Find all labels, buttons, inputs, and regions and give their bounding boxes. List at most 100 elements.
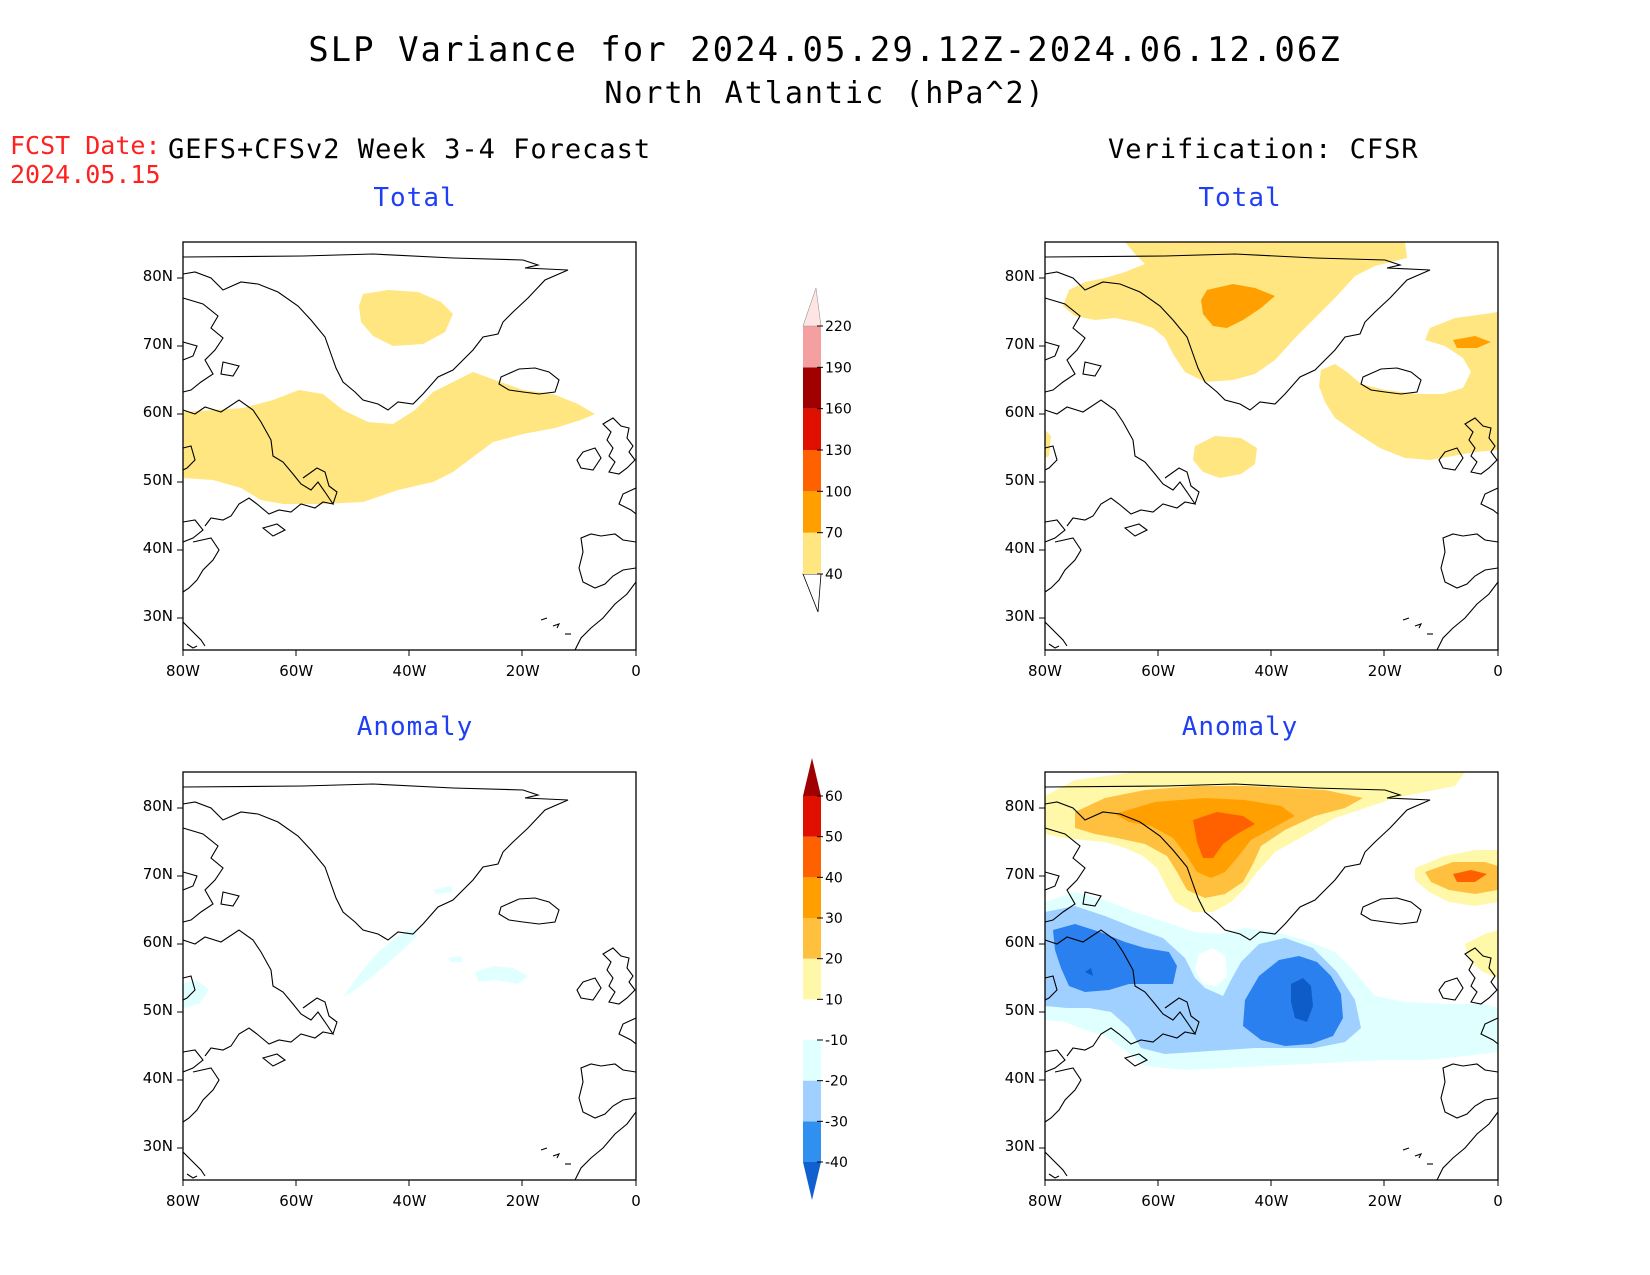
colorbar-swatch [803,532,821,574]
lat-tick-label-total-forecast: 50N [143,471,173,489]
lon-tick-label-anomaly-forecast: 60W [279,1192,313,1210]
colorbar-anomaly: -40 -30 -20 -10 10 20 30 40 50 60 [803,758,848,1200]
lat-tick-label-total-verification: 70N [1005,335,1035,353]
lat-tick-label-anomaly-verification: 60N [1005,933,1035,951]
panel-title-anomaly-forecast: Anomaly [356,712,474,742]
map-anomaly-verification [1038,771,1499,1187]
colorbar-swatch [803,796,821,837]
lon-tick-label-total-forecast: 40W [393,662,427,680]
lat-tick-label-anomaly-verification: 40N [1005,1069,1035,1087]
forecast-header: GEFS+CFSv2 Week 3-4 Forecast [168,134,652,165]
map-anomaly-forecast [176,771,637,1187]
colorbar-swatch [803,1080,821,1122]
anomaly-forecast-contours [183,886,528,1008]
lat-tick-label-total-verification: 60N [1005,403,1035,421]
colorbar-label: 50 [825,830,843,846]
lat-tick-label-total-forecast: 80N [143,267,173,285]
colorbar-swatch [803,326,821,368]
lat-tick-label-total-forecast: 60N [143,403,173,421]
lon-tick-label-anomaly-forecast: 40W [393,1192,427,1210]
map-subtitle: North Atlantic (hPa^2) [604,76,1046,111]
colorbar-swatch [803,1121,821,1162]
colorbar-swatch [803,408,821,450]
lat-tick-label-anomaly-verification: 30N [1005,1137,1035,1155]
lon-tick-label-total-forecast: 60W [279,662,313,680]
map-title: SLP Variance for 2024.05.29.12Z-2024.06.… [308,30,1342,70]
lon-tick-label-anomaly-verification: 20W [1368,1192,1402,1210]
fcst-date-value: 2024.05.15 [10,160,161,189]
colorbar-swatch [803,836,821,878]
colorbar-swatch [803,450,821,492]
total-forecast-contours [183,290,595,504]
anomaly-forecast-coastlines [176,771,637,1187]
lon-tick-label-anomaly-verification: 40W [1255,1192,1289,1210]
lat-tick-label-anomaly-forecast: 30N [143,1137,173,1155]
panel-title-total-verification: Total [1198,183,1282,213]
colorbar-swatch [803,491,821,533]
colorbar-label: 130 [825,443,852,459]
lon-tick-label-anomaly-forecast: 20W [506,1192,540,1210]
colorbar-label: -40 [825,1155,848,1171]
lon-tick-label-total-forecast: 0 [631,662,641,680]
panel-title-total-forecast: Total [373,183,457,213]
colorbar-label: -30 [825,1114,848,1130]
panel-title-anomaly-verification: Anomaly [1181,712,1299,742]
lat-tick-label-total-forecast: 30N [143,607,173,625]
colorbar-label: 190 [825,360,852,376]
map-total-forecast [176,241,637,657]
colorbar-swatch [803,877,821,918]
lat-tick-label-anomaly-forecast: 80N [143,797,173,815]
colorbar-label: -20 [825,1074,848,1090]
colorbar-label: 30 [825,911,843,927]
axis-tick-labels: 80N 70N 60N 50N 40N 30N 80W 60W 40W 20W 0 80N 70N 60N… [143,267,1503,1210]
colorbar-label: 160 [825,402,852,418]
lat-tick-label-anomaly-verification: 50N [1005,1001,1035,1019]
colorbar-swatch [803,367,821,409]
colorbar-label: 10 [825,992,843,1008]
colorbar-upper-arrow [802,287,822,327]
lat-tick-label-anomaly-forecast: 70N [143,865,173,883]
lat-tick-label-total-verification: 40N [1005,539,1035,557]
total-verification-contours [1045,242,1498,478]
lon-tick-label-total-verification: 0 [1493,662,1503,680]
fcst-date-label: FCST Date: [10,131,161,160]
colorbar-label: 70 [825,526,843,542]
lat-tick-label-total-verification: 30N [1005,607,1035,625]
colorbar-label: 100 [825,484,852,500]
colorbar-label: 40 [825,870,843,886]
colorbar-lower-arrow [803,1162,821,1200]
verification-header: Verification: CFSR [1108,134,1419,165]
lon-tick-label-total-forecast: 80W [166,662,200,680]
colorbar-lower-arrow [802,573,822,613]
colorbar-label: 20 [825,952,843,968]
lon-tick-label-total-verification: 60W [1141,662,1175,680]
lat-tick-label-total-forecast: 70N [143,335,173,353]
lon-tick-label-anomaly-forecast: 0 [631,1192,641,1210]
colorbar-swatch [803,999,821,1040]
colorbar-label: 40 [825,567,843,583]
lat-tick-label-total-verification: 80N [1005,267,1035,285]
colorbar-swatch [803,958,821,1000]
colorbar-label: -10 [825,1033,848,1049]
lon-tick-label-total-forecast: 20W [506,662,540,680]
lat-tick-label-total-verification: 50N [1005,471,1035,489]
anomaly-verification-contours [1045,772,1498,1070]
lon-tick-label-anomaly-verification: 80W [1028,1192,1062,1210]
colorbar-swatch [803,1040,821,1081]
lon-tick-label-anomaly-verification: 60W [1141,1192,1175,1210]
map-total-verification [1038,241,1499,657]
lat-tick-label-anomaly-forecast: 40N [143,1069,173,1087]
lon-tick-label-anomaly-verification: 0 [1493,1192,1503,1210]
lon-tick-label-total-verification: 80W [1028,662,1062,680]
colorbar-total: 40 70 100 130 160 190 220 [802,287,852,613]
colorbar-label: 60 [825,789,843,805]
lat-tick-label-anomaly-verification: 80N [1005,797,1035,815]
lon-tick-label-total-verification: 40W [1255,662,1289,680]
colorbar-upper-arrow [803,758,821,796]
lon-tick-label-anomaly-forecast: 80W [166,1192,200,1210]
lon-tick-label-total-verification: 20W [1368,662,1402,680]
lat-tick-label-anomaly-verification: 70N [1005,865,1035,883]
lat-tick-label-total-forecast: 40N [143,539,173,557]
lat-tick-label-anomaly-forecast: 60N [143,933,173,951]
